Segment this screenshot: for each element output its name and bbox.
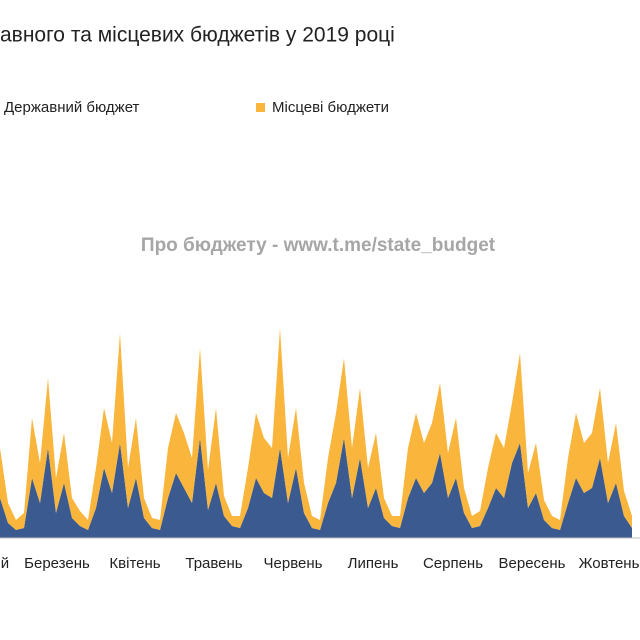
area bbox=[0, 438, 632, 538]
x-tick-label: Червень bbox=[264, 555, 323, 572]
x-tick-label: Вересень bbox=[499, 555, 566, 572]
legend-label: Державний бюджет bbox=[4, 99, 140, 116]
x-tick-label: Березень bbox=[24, 555, 90, 572]
x-tick-label: Липень bbox=[348, 555, 399, 572]
x-tick-label: Жовтень bbox=[579, 555, 640, 572]
chart-title: авного та місцевих бюджетів у 2019 році bbox=[0, 24, 395, 47]
watermark: Про бюджету - www.t.me/state_budget bbox=[141, 235, 496, 256]
x-tick-label: Серпень bbox=[423, 555, 483, 572]
legend-label: Місцеві бюджети bbox=[272, 99, 389, 116]
x-tick-label: Травень bbox=[185, 555, 242, 572]
x-tick-label: Квітень bbox=[109, 555, 160, 572]
x-tick-label: й bbox=[1, 555, 9, 572]
legend-swatch bbox=[256, 103, 265, 112]
